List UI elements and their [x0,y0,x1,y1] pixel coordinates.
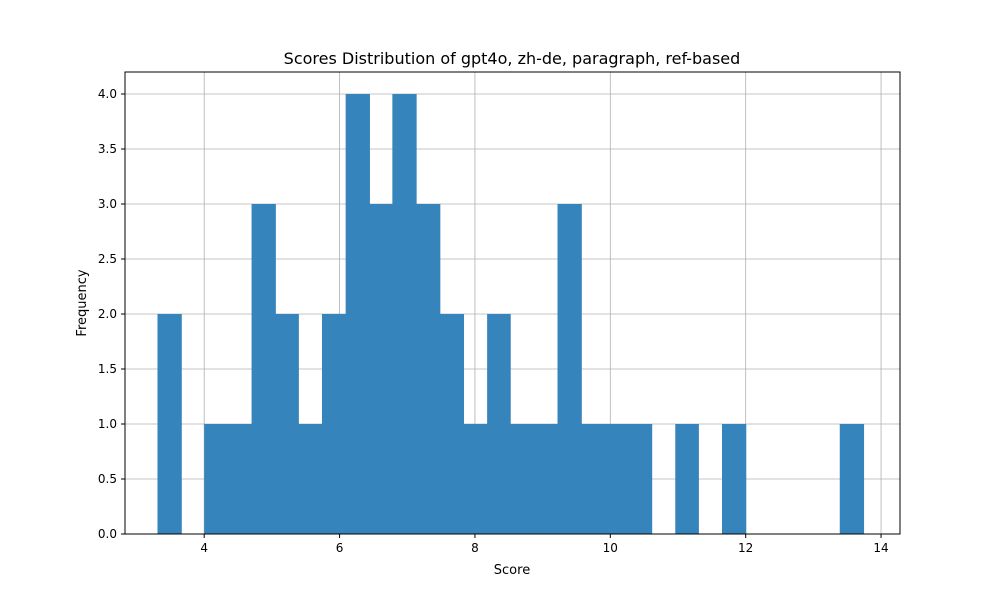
histogram-bar [439,314,465,534]
histogram-bar [345,94,370,534]
y-tick-label: 1.5 [98,362,117,376]
axes [124,71,901,535]
histogram-bar [369,204,393,534]
x-tick-label: 8 [471,541,479,555]
histogram-bar [321,314,347,534]
x-tick-label: 6 [336,541,344,555]
y-axis-label: Frequency [75,269,90,336]
chart-title: Scores Distribution of gpt4o, zh-de, par… [284,49,741,68]
y-tick-label: 0.5 [98,472,117,486]
y-tick-label: 3.5 [98,142,117,156]
histogram-bar [463,424,488,534]
histogram-bar [157,314,182,534]
histogram-bar [392,94,417,534]
x-tick-label: 14 [873,541,888,555]
histogram-bar [627,424,653,534]
histogram-bar [227,424,253,534]
histogram-bar [839,424,865,534]
x-tick-label: 4 [200,541,208,555]
histogram-bar [251,204,276,534]
histogram-bar [557,204,582,534]
x-axis-label: Score [494,563,530,578]
histogram-bar [204,424,229,534]
plot-area-frame [124,71,901,535]
y-tick-label: 3.0 [98,197,117,211]
histogram-bar [721,424,747,534]
x-axis-ticks: 4 6 8 10 12 14 [200,534,889,555]
histogram-bar [416,204,441,534]
y-tick-label: 2.0 [98,307,117,321]
y-tick-label: 2.5 [98,252,117,266]
y-axis-ticks: 0.0 0.5 1.0 1.5 2.0 2.5 3.0 3.5 4.0 [98,87,125,541]
x-tick-label: 12 [738,541,753,555]
y-tick-label: 4.0 [98,87,117,101]
histogram-bar [275,314,299,534]
histogram-bar [487,314,511,534]
histogram-bar [510,424,535,534]
y-tick-label: 0.0 [98,527,117,541]
histogram-bar [581,424,605,534]
histogram-bars [157,94,865,534]
histogram-bar [298,424,323,534]
histogram-bar [675,424,699,534]
histogram-bar [533,424,559,534]
x-tick-label: 10 [603,541,618,555]
histogram-bar [604,424,629,534]
y-tick-label: 1.0 [98,417,117,431]
